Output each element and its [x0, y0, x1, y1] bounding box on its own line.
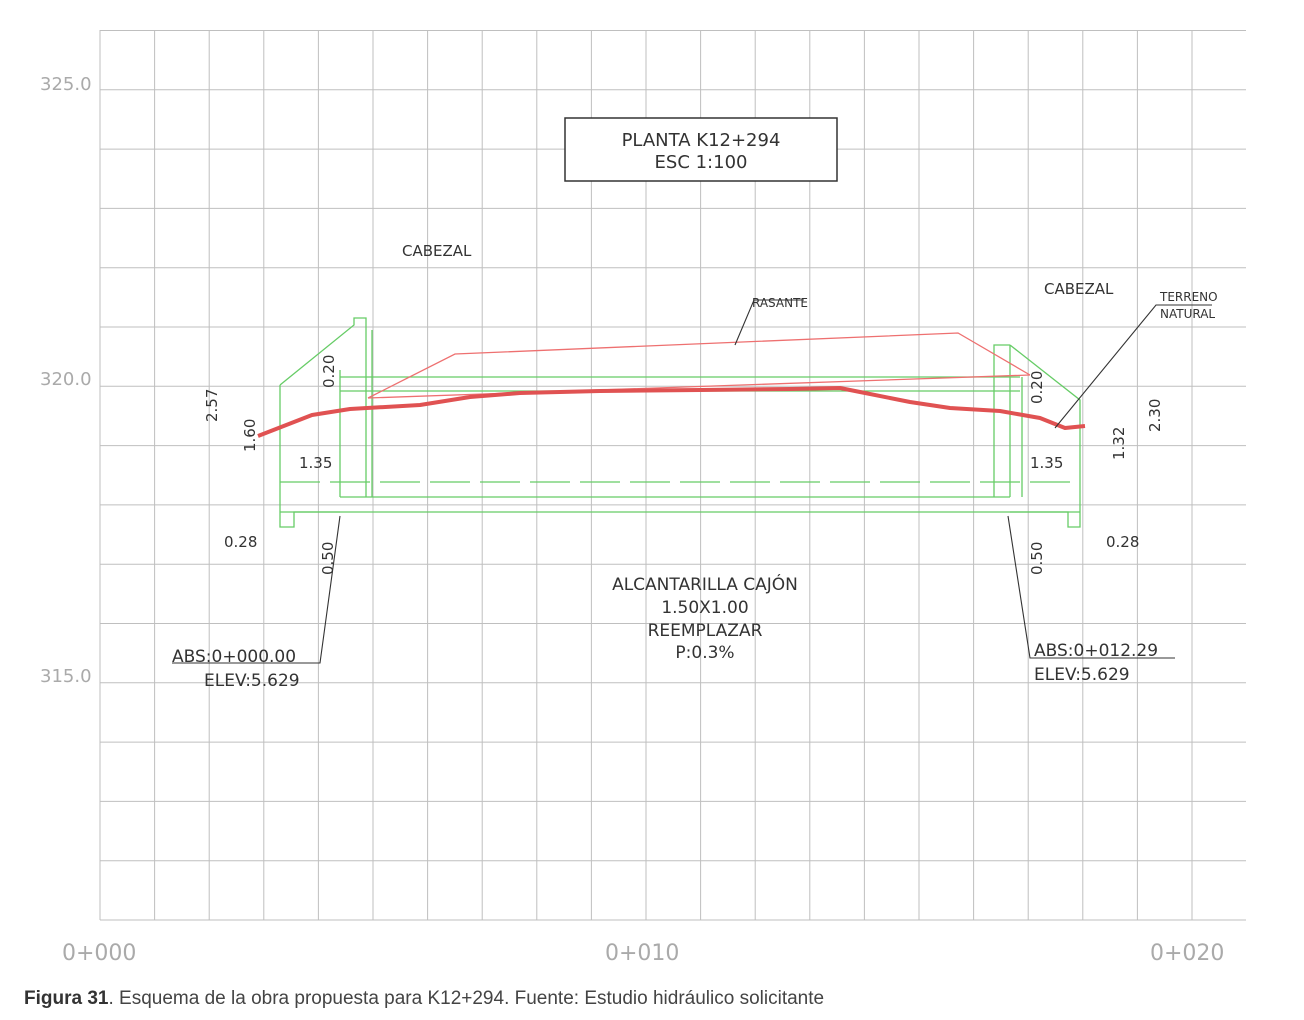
dim-1-60: 1.60: [241, 419, 259, 452]
y-label-320: 320.0: [40, 369, 92, 390]
x-label-0020: 0+020: [1150, 941, 1224, 966]
rasante-line: [367, 332, 1031, 399]
title-box: PLANTA K12+294 ESC 1:100: [564, 117, 838, 182]
cabezal-left-label: CABEZAL: [402, 242, 472, 260]
dim-2-30: 2.30: [1146, 399, 1164, 432]
culvert-line-3: REEMPLAZAR: [648, 621, 763, 641]
title-line-1: PLANTA K12+294: [622, 130, 781, 151]
terrain-line: [257, 386, 1086, 438]
terreno-label: TERRENO: [1159, 290, 1218, 304]
end-abs: ABS:0+012.29: [1034, 641, 1158, 661]
dim-0-50-left: 0.50: [319, 542, 337, 575]
y-label-315: 315.0: [40, 666, 92, 687]
culvert-line-2: 1.50X1.00: [661, 598, 748, 618]
start-abs: ABS:0+000.00: [172, 647, 296, 667]
natural-label: NATURAL: [1160, 307, 1215, 321]
dim-0-28-right: 0.28: [1106, 533, 1139, 551]
y-label-325: 325.0: [40, 74, 92, 95]
end-elev: ELEV:5.629: [1034, 665, 1130, 685]
dim-2-57: 2.57: [203, 389, 221, 422]
dim-0-20-left: 0.20: [320, 355, 338, 388]
culvert-structure: [279, 317, 1081, 528]
dim-0-20-right: 0.20: [1028, 371, 1046, 404]
dim-1-32: 1.32: [1110, 427, 1128, 460]
dim-1-35-right: 1.35: [1030, 454, 1063, 472]
figure-caption: Figura 31. Esquema de la obra propuesta …: [24, 988, 824, 1010]
x-label-0010: 0+010: [605, 941, 679, 966]
caption-text: . Esquema de la obra propuesta para K12+…: [108, 988, 825, 1009]
title-line-2: ESC 1:100: [655, 152, 748, 173]
dim-0-50-right: 0.50: [1028, 542, 1046, 575]
dim-1-35-left: 1.35: [299, 454, 332, 472]
dim-0-28-left: 0.28: [224, 533, 257, 551]
x-label-0000: 0+000: [62, 941, 136, 966]
culvert-line-1: ALCANTARILLA CAJÓN: [612, 573, 798, 595]
start-elev: ELEV:5.629: [204, 671, 300, 691]
leaders: [172, 299, 1212, 664]
culvert-line-4: P:0.3%: [675, 643, 734, 663]
cabezal-right-label: CABEZAL: [1044, 280, 1114, 298]
caption-label: Figura 31: [24, 988, 109, 1009]
rasante-label: RASANTE: [752, 296, 808, 310]
